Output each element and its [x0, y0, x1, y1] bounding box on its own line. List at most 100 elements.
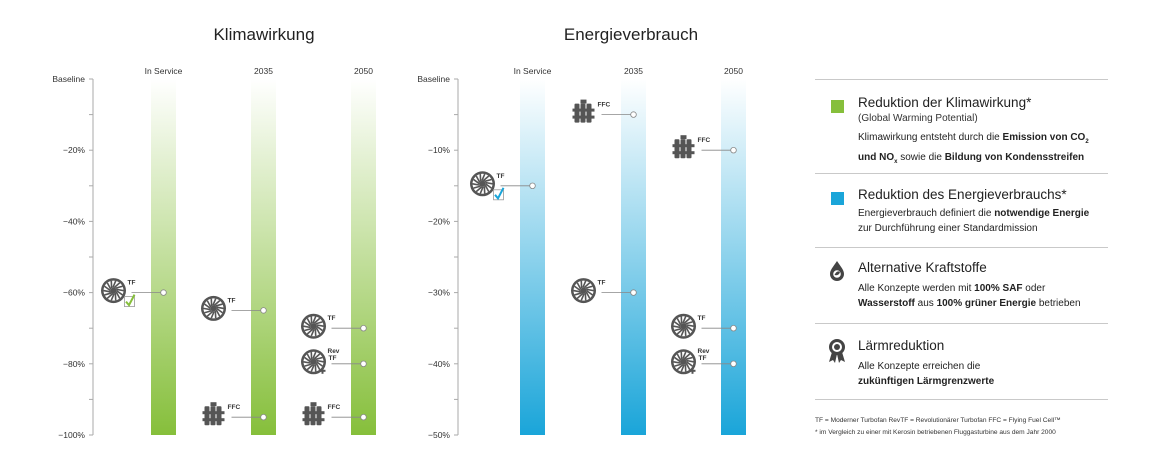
turbofan-icon [571, 278, 596, 304]
turbofan-blade [116, 289, 123, 296]
turbofan-blade [576, 282, 582, 290]
turbofan-blade [303, 361, 311, 364]
category-label: 2050 [354, 66, 373, 76]
turbofan-blade [312, 316, 317, 324]
turbofan-blade [673, 325, 681, 329]
legend-description: Energieverbrauch definiert die notwendig… [858, 206, 1089, 236]
fuel-cell-icon [202, 402, 225, 426]
turbofan-blade [685, 327, 691, 335]
blue-square [831, 192, 844, 205]
turbofan-blade [676, 353, 682, 361]
category-label: 2050 [724, 66, 743, 76]
turbofan-blade [216, 306, 224, 310]
turbofan-hub [680, 358, 687, 365]
turbofan-blade [576, 292, 584, 300]
turbofan-blade [686, 361, 693, 367]
data-point: FFC [572, 99, 637, 123]
point-label: TF [598, 280, 606, 287]
turbofan-blade [676, 328, 684, 335]
fuel-cell-bar [202, 418, 225, 422]
turbofan-blade [674, 327, 682, 332]
point-label: TF [128, 280, 136, 287]
legend-divider [815, 323, 1108, 324]
data-point: TF [301, 313, 367, 339]
text: Emission von CO [1002, 132, 1086, 143]
turbofan-blade [682, 316, 687, 324]
text: Wasserstoff [858, 298, 915, 309]
turbofan-blade [315, 356, 323, 361]
turbofan-blade [106, 282, 112, 290]
check-box [493, 189, 504, 201]
turbofan-hub [680, 323, 687, 330]
turbofan-blade [686, 359, 694, 363]
value-marker [260, 414, 267, 421]
turbofan-blade [473, 178, 480, 185]
turbofan-blade [686, 325, 693, 332]
turbofan-blade [313, 317, 321, 324]
turbofan-blade [206, 300, 212, 308]
bar [151, 79, 176, 435]
charts-canvas: Klimawirkung Baseline −20% −40% −60% −80% −100… [52, 25, 746, 440]
footnote-reference: * im Vergleich zu einer mit Kerosin betr… [815, 429, 1056, 436]
text: x [894, 159, 898, 165]
turbofan-blade [215, 303, 223, 307]
fuel-cell-bar [672, 144, 695, 148]
value-marker [529, 182, 536, 189]
check-mark [125, 294, 136, 307]
y-tick-label: −50% [428, 430, 450, 440]
check-box [124, 296, 135, 308]
y-tick-label: −40% [428, 359, 450, 369]
fuel-cell-plate [310, 406, 316, 426]
turbofan-blade [674, 356, 681, 363]
rev-marker [691, 367, 694, 374]
chart-title: Klimawirkung [213, 25, 314, 44]
text: Klimawirkung entsteht durch die [858, 132, 1003, 143]
turbofan-blade [304, 327, 312, 332]
bar [721, 79, 746, 435]
bar [251, 79, 276, 435]
fuel-cell-top [310, 402, 317, 407]
data-point: TF [201, 295, 267, 321]
turbofan-hub [110, 287, 117, 294]
rev-turbofan-icon [671, 349, 696, 375]
turbofan-blade [674, 363, 682, 367]
turbofan-blade [212, 298, 217, 306]
fuel-cell-plate [204, 406, 210, 426]
turbofan-blade [315, 362, 321, 371]
turbofan-blade [683, 353, 691, 360]
fuel-cell-bar [572, 115, 595, 119]
data-point: TF [470, 171, 536, 201]
point-label: FFC [228, 404, 241, 411]
turbofan-blade [573, 289, 581, 293]
legend-subtitle: (Global Warming Potential) [858, 113, 978, 124]
turbofan-blade [472, 183, 480, 186]
data-point: FFC [672, 135, 737, 159]
fuel-cell-bar [302, 411, 325, 415]
turbofan-blade [203, 307, 211, 311]
text: sowie die [897, 152, 945, 163]
turbofan-blade [484, 178, 492, 183]
point-label: Rev TF [328, 348, 340, 362]
turbofan-blade [475, 186, 483, 193]
bar [351, 79, 376, 435]
y-tick-label: Baseline [52, 74, 85, 84]
point-label-line: TF [699, 355, 707, 362]
fuel-drop-icon [830, 261, 844, 281]
turbofan-blade [680, 328, 685, 337]
turbofan-blade [304, 356, 311, 363]
turbofan-blade [116, 288, 124, 292]
point-label: TF [328, 315, 336, 322]
point-label: TF [497, 173, 505, 180]
turbofan-blade [682, 351, 687, 360]
y-tick-label: −30% [428, 288, 450, 298]
fuel-cell-plate [674, 139, 680, 159]
y-tick-label: Baseline [417, 74, 450, 84]
legend-divider [815, 173, 1108, 174]
turbofan-blade [104, 285, 111, 292]
fuel-cell-plate [586, 103, 592, 123]
data-point: TF [101, 278, 167, 308]
turbofan-blade [106, 292, 114, 300]
turbofan-blade [683, 317, 691, 324]
data-point: TF [571, 278, 637, 304]
